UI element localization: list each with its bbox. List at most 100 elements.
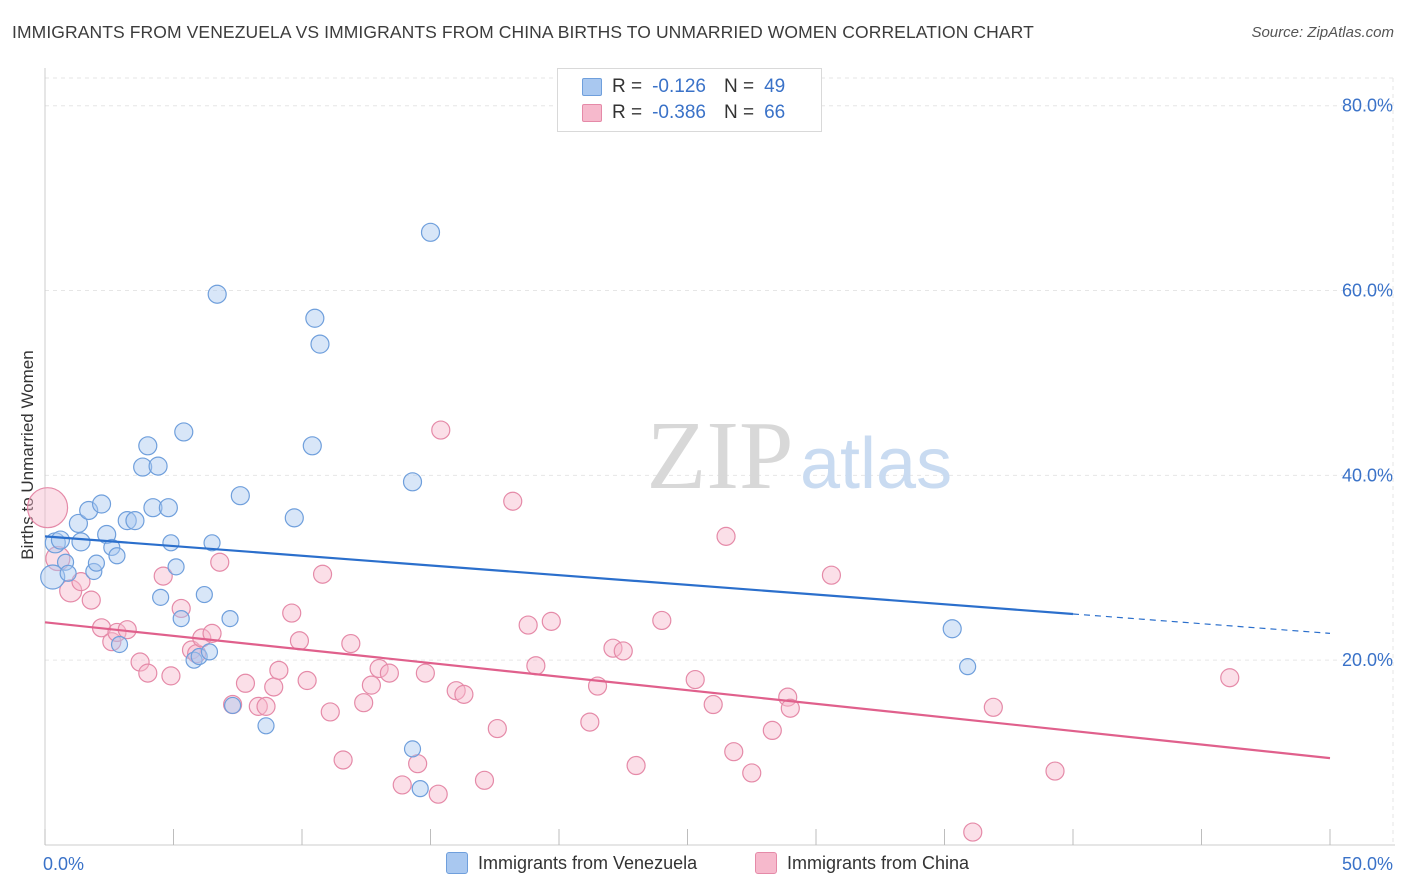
point-venezuela: [402, 472, 423, 492]
point-venezuela: [138, 436, 158, 456]
point-venezuela: [403, 740, 422, 758]
y-tick-label: 20.0%: [1342, 650, 1393, 670]
point-venezuela: [411, 780, 429, 798]
point-china: [71, 572, 91, 592]
point-china: [171, 598, 191, 619]
point-china: [415, 663, 435, 683]
legend-row-venezuela: R = -0.126 N = 49: [582, 75, 785, 99]
point-china: [474, 770, 495, 790]
point-venezuela: [172, 609, 190, 628]
point-venezuela: [203, 534, 221, 552]
point-venezuela: [148, 456, 168, 476]
y-tick-label: 60.0%: [1342, 281, 1393, 301]
point-china: [256, 696, 276, 716]
point-china: [742, 763, 762, 783]
point-venezuela: [59, 564, 77, 582]
legend-row-china: R = -0.386 N = 66: [582, 101, 785, 125]
point-venezuela: [152, 588, 170, 606]
tick-labels: 20.0% 40.0% 60.0% 80.0% 0.0% 50.0%: [43, 96, 1393, 874]
legend-item-china[interactable]: Immigrants from China: [755, 852, 969, 874]
point-china: [431, 420, 451, 440]
y-tick-label: 40.0%: [1342, 465, 1393, 485]
point-china: [269, 660, 289, 680]
point-china: [379, 663, 399, 683]
correlation-legend: R = -0.126 N = 49 R = -0.386 N = 66: [557, 68, 822, 132]
watermark-atlas: atlas: [800, 424, 952, 504]
legend-label-china: Immigrants from China: [787, 852, 970, 873]
trend-line-china: [44, 621, 1331, 760]
point-venezuela: [103, 538, 121, 557]
point-venezuela: [117, 511, 137, 531]
point-venezuela: [420, 222, 441, 242]
point-venezuela: [207, 284, 227, 304]
point-venezuela: [257, 717, 275, 735]
point-china: [235, 673, 256, 693]
point-venezuela: [40, 564, 66, 590]
chart-title: IMMIGRANTS FROM VENEZUELA VS IMMIGRANTS …: [12, 22, 1034, 42]
legend-swatch-venezuela: [446, 852, 468, 874]
point-china: [161, 666, 181, 686]
point-china: [297, 670, 317, 691]
point-china: [354, 693, 374, 713]
point-china: [392, 775, 412, 795]
point-china: [652, 610, 672, 631]
legend-n-value: 49: [764, 76, 786, 97]
point-venezuela: [158, 498, 178, 518]
watermark-zip: ZIP: [647, 402, 794, 510]
legend-item-venezuela[interactable]: Immigrants from Venezuela: [446, 852, 697, 874]
point-china: [264, 677, 284, 697]
point-venezuela: [167, 558, 185, 576]
point-venezuela: [162, 534, 180, 552]
point-venezuela: [87, 554, 106, 572]
trend-line-venezuela: [44, 535, 1074, 616]
point-venezuela: [71, 532, 91, 552]
point-china: [454, 684, 474, 704]
legend-n-label: N =: [723, 102, 755, 123]
point-venezuela: [230, 486, 250, 506]
point-venezuela: [174, 422, 194, 442]
point-venezuela: [942, 619, 962, 639]
point-venezuela: [110, 635, 129, 654]
point-china: [724, 742, 744, 762]
point-china: [762, 720, 782, 741]
point-china: [210, 552, 230, 572]
point-venezuela: [50, 530, 71, 550]
point-china: [503, 491, 523, 511]
point-venezuela: [91, 494, 112, 514]
venezuela-points: [40, 222, 977, 798]
point-venezuela: [125, 511, 145, 531]
point-china: [685, 669, 705, 690]
point-venezuela: [224, 696, 242, 715]
legend-r-value: -0.386: [652, 102, 706, 123]
point-china: [130, 652, 150, 672]
point-china: [1045, 761, 1065, 781]
axes: [44, 68, 1395, 846]
point-china: [289, 631, 310, 651]
point-china: [780, 698, 800, 718]
source-label: Source: ZipAtlas.com: [1251, 24, 1394, 41]
point-china: [26, 487, 69, 529]
trend-lines: [44, 535, 1331, 760]
point-venezuela: [143, 498, 163, 518]
legend-r-label: R =: [612, 76, 643, 97]
point-venezuela: [310, 334, 330, 354]
series-legend: Immigrants from Venezuela Immigrants fro…: [0, 852, 1406, 878]
y-tick-label: 80.0%: [1342, 96, 1393, 116]
point-china: [369, 658, 389, 679]
point-china: [983, 697, 1003, 717]
legend-r-label: R =: [612, 102, 643, 123]
x-tick-label: 0.0%: [43, 854, 84, 874]
point-china: [821, 565, 842, 585]
point-venezuela: [302, 436, 322, 456]
point-china: [626, 755, 646, 776]
legend-swatch-venezuela: [582, 78, 602, 96]
trend-line-venezuela-extension: [1072, 613, 1331, 634]
point-china: [202, 623, 222, 643]
point-china: [963, 822, 983, 842]
point-china: [541, 611, 561, 631]
point-china: [428, 784, 448, 804]
point-china: [613, 641, 633, 661]
point-china: [518, 615, 538, 635]
legend-swatch-china: [755, 852, 777, 874]
